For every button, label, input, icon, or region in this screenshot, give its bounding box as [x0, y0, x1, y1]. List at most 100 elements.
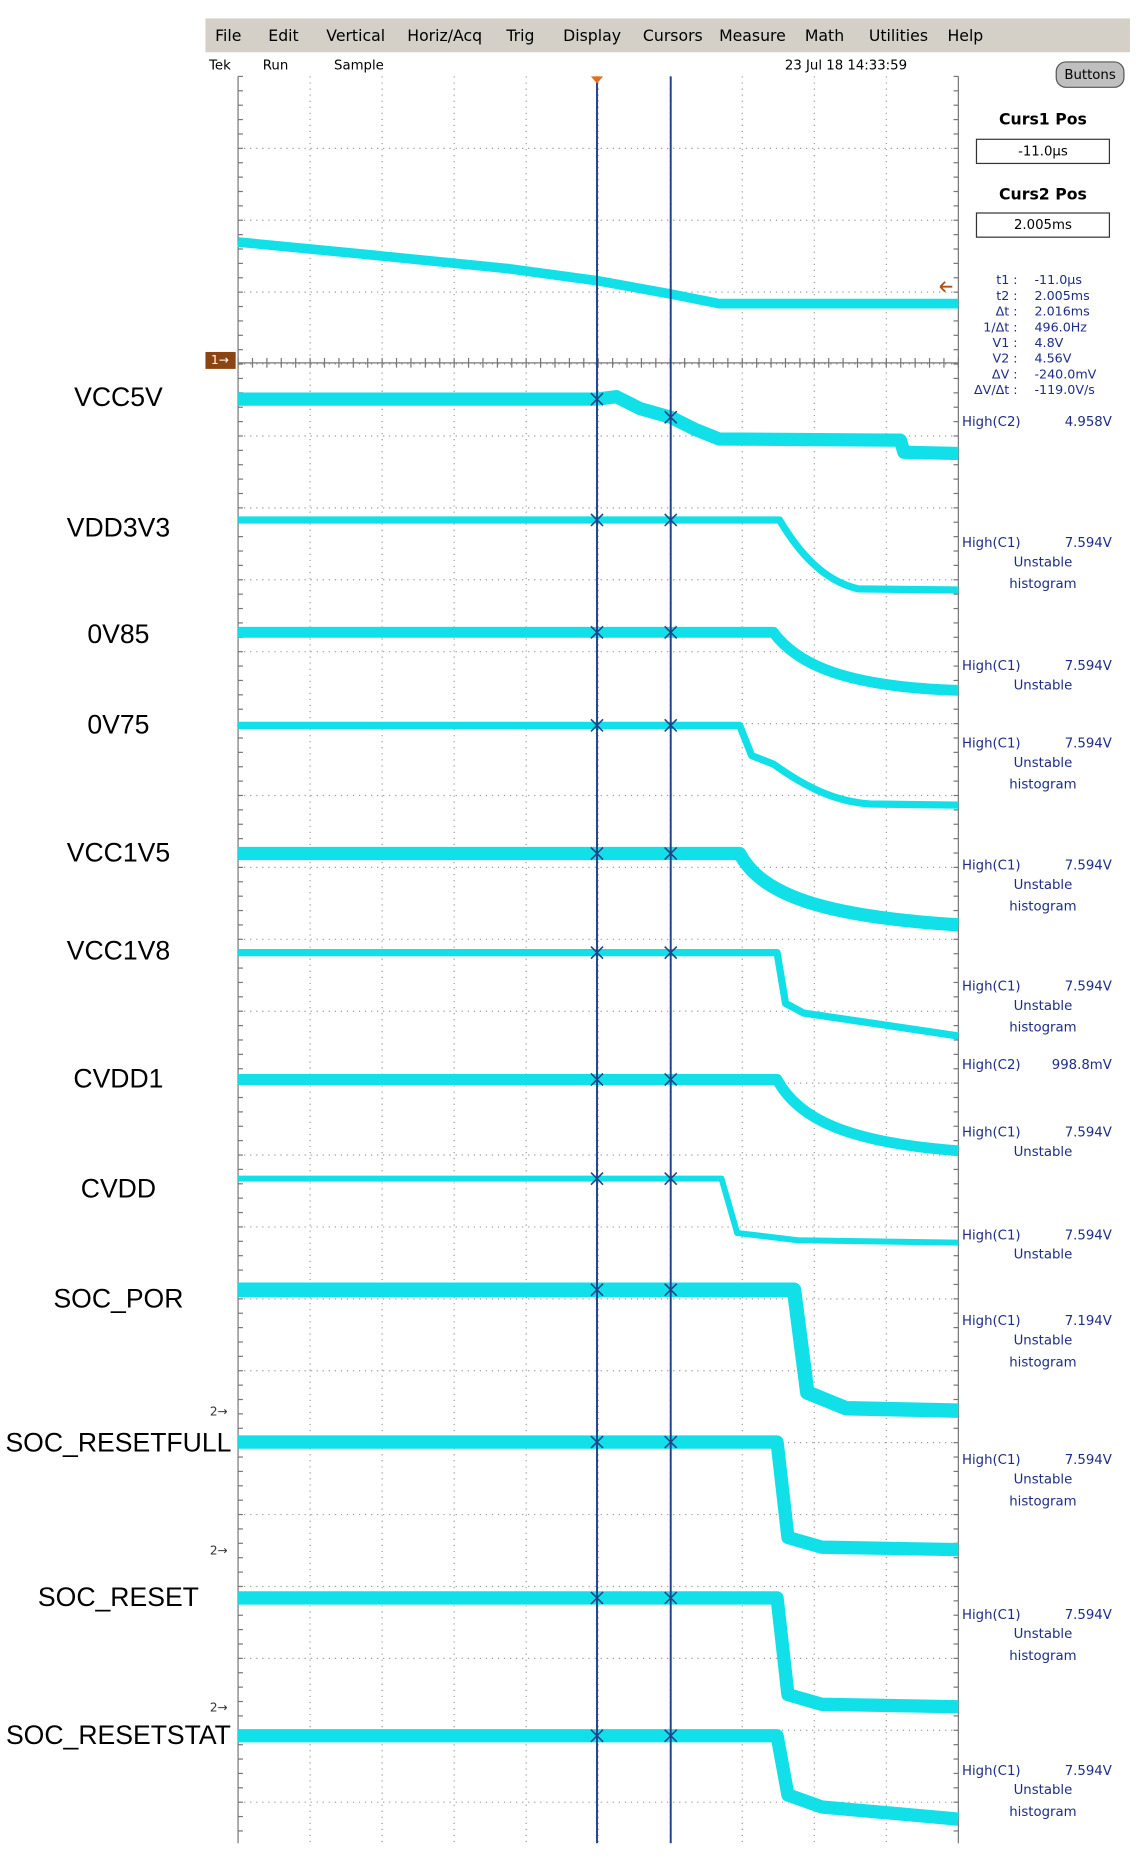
measurement-note: Unstable — [1014, 679, 1073, 694]
readout-label: t1 : — [996, 272, 1017, 287]
cursor-x-mark — [590, 625, 604, 639]
measurement-value: 7.594V — [1065, 1228, 1112, 1243]
trace-cvdd1 — [238, 1074, 959, 1157]
measurement-note: histogram — [1009, 900, 1076, 915]
menu-item[interactable]: Vertical — [326, 26, 385, 45]
cursor-x-mark — [590, 513, 604, 527]
menu-item[interactable]: Math — [805, 26, 844, 45]
signal-label: CVDD — [81, 1174, 156, 1204]
measurement-label: High(C2) — [962, 1058, 1021, 1073]
measurement-note: Unstable — [1014, 878, 1073, 893]
cursor-x-mark — [664, 1283, 678, 1297]
menu-item[interactable]: Horiz/Acq — [407, 26, 482, 45]
trace-vcc1v5 — [238, 846, 959, 932]
readout-label: Δt : — [996, 304, 1018, 319]
menu-item[interactable]: Display — [563, 26, 621, 45]
cursor-x-mark — [664, 513, 678, 527]
signal-label: VCC1V8 — [67, 936, 170, 966]
signal-label: 0V85 — [87, 619, 149, 649]
menu-item[interactable]: Utilities — [869, 26, 928, 45]
curs1-label: Curs1 Pos — [999, 109, 1087, 128]
cursor-x-mark — [664, 1729, 678, 1743]
status-acquisition: Sample — [334, 59, 384, 74]
cursor-x-mark — [590, 1435, 604, 1449]
menu-item[interactable]: Edit — [268, 26, 298, 45]
signal-label: VDD3V3 — [67, 513, 170, 543]
buttons-label[interactable]: Buttons — [1064, 68, 1115, 83]
readout-label: ΔV/Δt : — [974, 382, 1018, 397]
menu-item[interactable]: Help — [947, 26, 983, 45]
graticule — [237, 75, 959, 1844]
measurement-label: High(C1) — [962, 979, 1021, 994]
readout-label: t2 : — [996, 288, 1017, 303]
curs2-box[interactable] — [975, 212, 1111, 238]
status-timestamp: 23 Jul 18 14:33:59 — [785, 59, 907, 74]
measurement-value: 998.8mV — [1052, 1058, 1112, 1073]
cursor-x-mark — [590, 392, 604, 406]
readout-value: 4.8V — [1034, 335, 1063, 350]
trace-soc-por — [238, 1282, 959, 1418]
trace-vcc5v — [238, 390, 959, 461]
channel-marker: 2→ — [210, 1404, 228, 1418]
readout-value: 4.56V — [1034, 351, 1071, 366]
measurement-note: Unstable — [1014, 555, 1073, 570]
measurement-label: High(C1) — [962, 1764, 1021, 1779]
cursor-x-mark — [590, 1072, 604, 1087]
cursor-x-mark — [664, 946, 678, 960]
readout-value: 2.005ms — [1034, 288, 1089, 303]
readout-value: -119.0V/s — [1034, 382, 1094, 397]
ch1-marker-box — [205, 351, 236, 369]
cursor-x-mark — [590, 1283, 604, 1297]
measurement-label: High(C1) — [962, 1126, 1021, 1141]
cursor-x-mark — [664, 1435, 678, 1449]
menu-item[interactable]: Trig — [505, 26, 534, 45]
channel-marker: 2→ — [210, 1700, 228, 1714]
curs2-value: 2.005ms — [1014, 218, 1072, 233]
menu-bar — [205, 18, 1130, 53]
side-panel — [976, 76, 1130, 1844]
menu-item[interactable]: Measure — [719, 26, 786, 45]
measurement-value: 7.594V — [1065, 859, 1112, 874]
cursor-x-mark — [590, 718, 604, 733]
measurement-note: histogram — [1009, 1021, 1076, 1036]
status-scope: Tek — [208, 59, 231, 74]
measurement-value: 7.594V — [1065, 979, 1112, 994]
readout-label: ΔV : — [992, 366, 1018, 381]
measurement-label: High(C1) — [962, 536, 1021, 551]
signal-label: SOC_RESETFULL — [5, 1427, 231, 1457]
cursor-x-mark — [664, 1072, 678, 1087]
trace-vdd3v3 — [238, 516, 959, 594]
channel-marker: 2→ — [210, 1543, 228, 1557]
menu-item[interactable]: Cursors — [643, 26, 703, 45]
measurement-label: High(C1) — [962, 1314, 1021, 1329]
measurement-note: Unstable — [1014, 1248, 1073, 1263]
menu-item[interactable]: File — [215, 26, 241, 45]
curs1-box[interactable] — [975, 138, 1111, 165]
measurement-value: 7.594V — [1065, 659, 1112, 674]
measurement-note: histogram — [1009, 577, 1076, 592]
measurement-label: High(C1) — [962, 737, 1021, 752]
cursor-x-mark — [664, 410, 678, 424]
measurement-note: Unstable — [1014, 1473, 1073, 1488]
measurement-note: Unstable — [1014, 1145, 1073, 1160]
readout-value: 496.0Hz — [1034, 319, 1087, 334]
measurement-value: 7.594V — [1065, 737, 1112, 752]
measurement-value: 7.594V — [1065, 1608, 1112, 1623]
cursor-x-mark — [664, 625, 678, 639]
measurement-note: histogram — [1009, 1494, 1076, 1509]
buttons-button[interactable] — [1055, 61, 1125, 88]
level-arrow — [939, 281, 953, 293]
cursor-intersections — [590, 392, 678, 1743]
cursor-x-mark — [590, 1729, 604, 1743]
measurement-note: Unstable — [1014, 1334, 1073, 1349]
generated-content: File Edit Vertical Horiz/Acq Trig Display Curs… — [5, 26, 1111, 1820]
measurement-label: High(C2) — [962, 415, 1021, 430]
measurement-note: histogram — [1009, 1649, 1076, 1664]
cursor-x-mark — [590, 946, 604, 960]
readout-value: 2.016ms — [1034, 304, 1089, 319]
trigger-marker — [590, 76, 604, 84]
measurement-label: High(C1) — [962, 1228, 1021, 1243]
cursor-x-mark — [590, 1171, 604, 1186]
